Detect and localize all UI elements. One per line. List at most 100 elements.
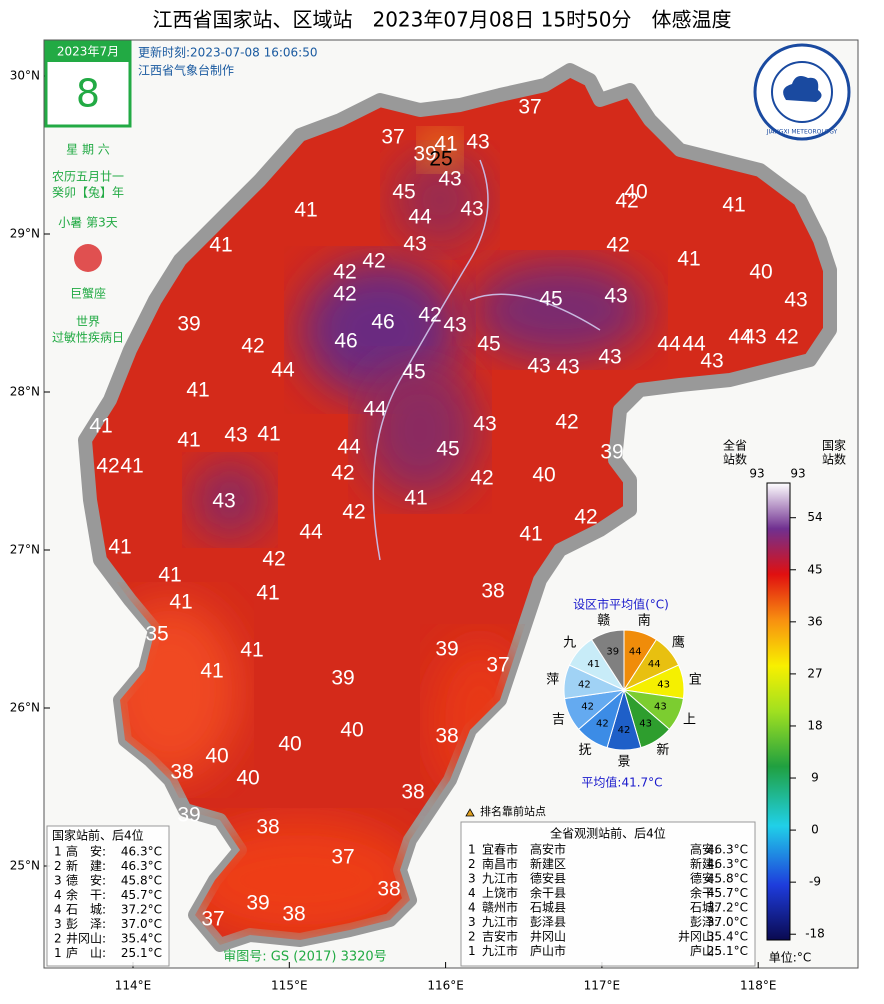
station-value: 39 xyxy=(413,143,436,166)
colorbar-label: 36 xyxy=(807,614,822,628)
table-cell: 46.3°C xyxy=(121,845,162,859)
station-value: 41 xyxy=(404,487,427,510)
station-value: 42 xyxy=(333,261,356,284)
slice-name: 景 xyxy=(617,755,630,770)
station-value: 42 xyxy=(574,506,597,529)
station-value: 44 xyxy=(299,521,323,544)
table-cell: 庐山: xyxy=(690,943,718,958)
station-value: 37 xyxy=(201,908,224,931)
station-value: 40 xyxy=(340,719,363,742)
station-count-label: 全省 xyxy=(723,438,747,453)
station-value: 41 xyxy=(177,429,200,452)
station-value: 46 xyxy=(334,330,357,353)
colorbar-label: -9 xyxy=(809,875,821,889)
station-count-label: 国家 xyxy=(822,438,846,453)
lon-label: 115°E xyxy=(271,979,308,993)
station-value: 42 xyxy=(331,462,354,485)
table-cell: 新建区 xyxy=(530,856,566,871)
station-value: 44 xyxy=(271,359,295,382)
colorbar-label: 54 xyxy=(807,510,822,524)
station-value: 44 xyxy=(657,333,681,356)
station-value: 39 xyxy=(435,638,458,661)
pie-slice xyxy=(590,629,625,692)
logo-cloud xyxy=(783,76,822,102)
unit: 单位:°C xyxy=(769,950,811,965)
station-value: 40 xyxy=(624,181,647,204)
slice-name: 上 xyxy=(683,712,696,727)
table-cell: 井冈山: xyxy=(678,930,718,944)
table-cell: 1 xyxy=(468,944,476,958)
table-cell: 2 xyxy=(468,857,476,871)
station-value: 44 xyxy=(408,206,432,229)
table-cell: 2 xyxy=(54,932,62,946)
table-cell: 九江市 xyxy=(482,943,518,958)
update-time: 更新时刻:2023-07-08 16:06:50 xyxy=(138,45,318,60)
station-value: 38 xyxy=(170,761,193,784)
weekday: 星 期 六 xyxy=(66,143,110,157)
table-cell: 2 xyxy=(54,859,62,873)
slice-value: 44 xyxy=(629,647,642,658)
table-cell: 3 xyxy=(54,874,62,888)
table-cell: 25.1°C xyxy=(707,944,748,958)
station-value: 43 xyxy=(438,168,461,191)
table-cell: 赣州市 xyxy=(482,900,518,915)
slice-value: 42 xyxy=(596,719,609,730)
station-value: 38 xyxy=(256,816,279,839)
station-value: 42 xyxy=(262,548,285,571)
event-line: 过敏性疾病日 xyxy=(52,330,124,345)
station-value: 38 xyxy=(435,725,458,748)
national-table-box xyxy=(46,825,170,967)
table-cell: 46.3°C xyxy=(121,859,162,873)
table-cell: 45.7°C xyxy=(707,886,748,900)
table-cell: 高安: xyxy=(690,842,718,857)
station-value: 42 xyxy=(615,190,638,213)
producer: 江西省气象台制作 xyxy=(138,63,234,78)
station-value: 40 xyxy=(205,745,228,768)
calendar-day: 8 xyxy=(76,72,100,116)
table-cell: 37.0°C xyxy=(121,917,162,931)
station-value: 38 xyxy=(481,580,504,603)
table-cell: 新建: xyxy=(690,856,718,871)
table-cell: 3 xyxy=(54,917,62,931)
station-value: 39 xyxy=(600,441,623,464)
lunar-date: 农历五月廿一 xyxy=(52,170,124,184)
table-cell: 九江市 xyxy=(482,871,518,886)
lat-label: 28°N xyxy=(10,385,40,399)
slice-name: 鹰 xyxy=(672,634,685,650)
pie-chart: 设区市平均值(°C) 平均值:41.7°C 44 南 44 鹰 43 宜 43 上 43 新 42 景 42… xyxy=(546,597,702,790)
slice-value: 41 xyxy=(587,659,600,670)
table-cell: 4 xyxy=(468,901,476,915)
table-cell: 余干县 xyxy=(530,885,566,900)
station-value: 45 xyxy=(392,181,415,204)
slice-value: 44 xyxy=(648,659,661,670)
station-value: 44 xyxy=(363,398,387,421)
table-cell: 46.3°C xyxy=(707,857,748,871)
station-value: 43 xyxy=(224,424,247,447)
slice-name: 宜 xyxy=(689,672,702,687)
calendar-header xyxy=(46,42,130,62)
table-cell: 45.7°C xyxy=(121,888,162,902)
table-cell: 45.8°C xyxy=(121,874,162,888)
lon-label: 117°E xyxy=(584,979,621,993)
station-value: 45 xyxy=(402,361,425,384)
station-value: 40 xyxy=(278,733,301,756)
station-value: 38 xyxy=(377,878,400,901)
table-cell: 2 xyxy=(468,930,476,944)
slice-name: 抚 xyxy=(579,743,592,758)
station-value: 41 xyxy=(186,379,209,402)
table-cell: 井冈山 xyxy=(530,930,566,944)
slice-value: 42 xyxy=(581,702,594,713)
table-cell: 彭 泽: xyxy=(66,917,106,931)
legend-top-stations: 排名靠前站点 xyxy=(480,804,546,818)
station-value: 42 xyxy=(96,455,119,478)
table-cell: 1 xyxy=(54,845,62,859)
table-cell: 吉安市 xyxy=(482,929,518,944)
station-value: 41 xyxy=(519,523,542,546)
station-value: 44 xyxy=(682,333,706,356)
table-cell: 37.2°C xyxy=(121,903,162,917)
station-value: 42 xyxy=(362,250,385,273)
station-value: 42 xyxy=(555,411,578,434)
slice-name: 南 xyxy=(638,612,651,628)
station-value: 40 xyxy=(532,464,555,487)
station-value: 42 xyxy=(241,335,264,358)
